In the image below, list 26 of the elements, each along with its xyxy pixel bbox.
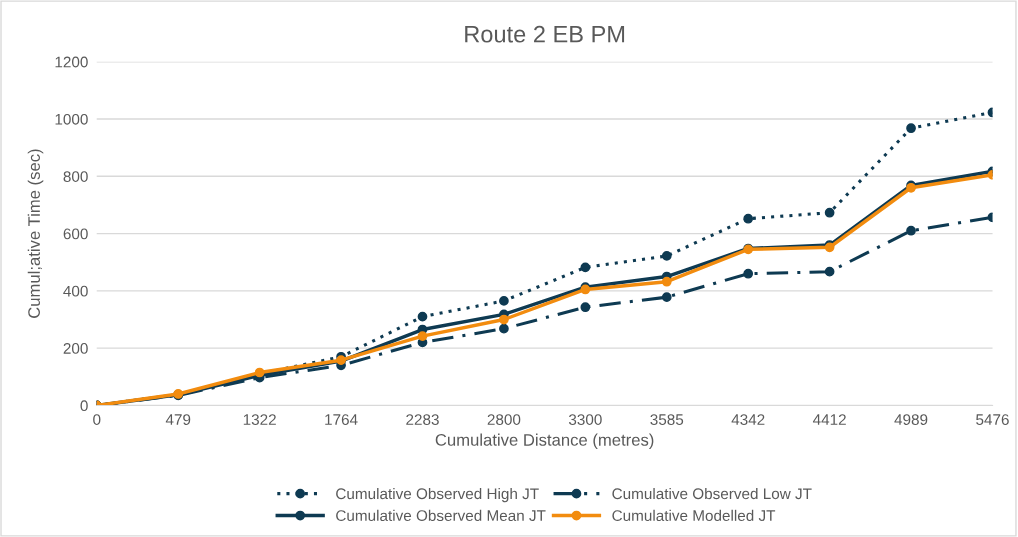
- x-tick-label: 479: [165, 414, 191, 425]
- x-tick-label: 3300: [568, 414, 602, 425]
- legend-label: Cumulative Observed Low JT: [612, 487, 812, 500]
- y-tick-label: 1000: [55, 113, 88, 125]
- x-tick-label: 1764: [325, 414, 358, 425]
- legend-label: Cumulative Observed High JT: [336, 487, 539, 503]
- x-tick-label: 4989: [894, 414, 928, 425]
- y-tick-label: 400: [63, 285, 88, 297]
- x-tick-label: 4412: [812, 414, 846, 425]
- x-tick-label: 2283: [406, 414, 439, 425]
- chart-title: Route 2 EB PM: [465, 25, 625, 43]
- y-axis-title: Cumul;ative Time (sec): [27, 149, 44, 318]
- legend-label: Cumulative Modelled JT: [612, 509, 776, 522]
- x-tick-label: 0: [93, 414, 101, 425]
- y-tick-label: 1200: [55, 56, 88, 68]
- y-tick-label: 600: [63, 228, 88, 240]
- x-tick-label: 2800: [487, 414, 521, 425]
- y-tick-label: 200: [63, 343, 88, 354]
- x-tick-label: 4342: [731, 414, 765, 425]
- legend-label: Cumulative Observed Mean JT: [336, 509, 546, 522]
- x-tick-label: 5476: [976, 414, 1009, 425]
- x-axis-title: Cumulative Distance (metres): [435, 433, 654, 450]
- y-tick-label: 0: [80, 400, 88, 412]
- x-tick-label: 3585: [650, 414, 684, 425]
- y-tick-label: 800: [63, 171, 88, 182]
- x-tick-label: 1322: [243, 414, 276, 425]
